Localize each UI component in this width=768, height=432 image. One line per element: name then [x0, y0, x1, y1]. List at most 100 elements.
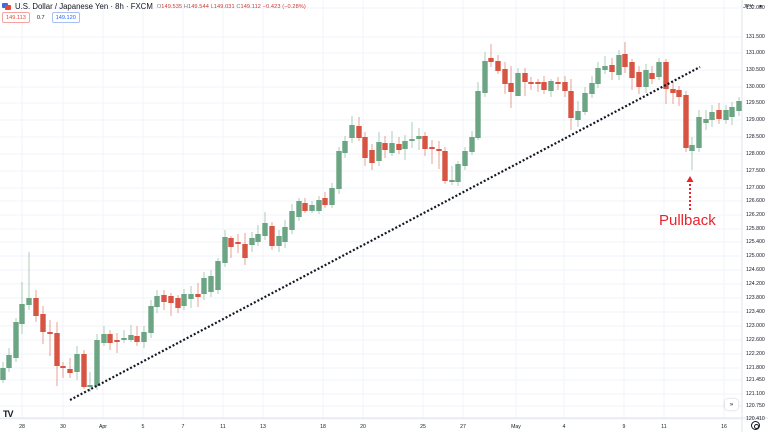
candle	[276, 230, 282, 252]
candle	[602, 56, 608, 74]
price-tick-label: 121.100	[746, 391, 765, 397]
candle	[349, 116, 355, 143]
tradingview-logo-icon[interactable]: TV	[3, 409, 13, 419]
currency-selector[interactable]: JPY ▾	[740, 2, 765, 11]
candle	[562, 76, 568, 97]
price-tick-label: 125.400	[746, 239, 765, 245]
candle	[656, 58, 662, 80]
candle	[396, 137, 402, 154]
candle	[222, 230, 228, 267]
candle	[269, 222, 275, 250]
price-tick-label: 127.500	[746, 168, 765, 174]
price-change: −0.423 (−0.28%)	[262, 3, 306, 10]
candle	[296, 198, 302, 221]
time-tick-label: 13	[260, 424, 266, 430]
candle	[389, 131, 395, 156]
candle	[161, 290, 167, 310]
candle	[322, 192, 328, 208]
price-tick-label: 121.450	[746, 377, 765, 383]
candle	[128, 325, 134, 342]
candle	[429, 140, 435, 164]
candle	[329, 183, 335, 208]
candle	[575, 101, 581, 127]
candle	[249, 232, 255, 252]
currency-flag-icon	[2, 3, 11, 10]
candle	[589, 76, 595, 98]
candle	[87, 372, 93, 392]
axis-settings-gear-icon[interactable]	[751, 421, 760, 430]
price-tick-label: 122.600	[746, 337, 765, 343]
candle	[488, 44, 494, 67]
candle	[663, 59, 669, 104]
candle	[356, 117, 362, 141]
price-tick-label: 126.200	[746, 212, 765, 218]
candle	[376, 132, 382, 166]
candle	[316, 196, 322, 214]
candle	[541, 76, 547, 94]
candle	[188, 286, 194, 308]
candle	[469, 131, 475, 155]
chart-header: U.S. Dollar / Japanese Yen · 8h · FXCM O…	[2, 1, 306, 12]
candle	[242, 233, 248, 265]
candle	[19, 282, 25, 334]
candle	[74, 346, 80, 380]
candle	[616, 50, 622, 80]
candle	[369, 144, 375, 170]
candle	[548, 79, 554, 97]
candle	[670, 82, 676, 104]
time-tick-label: May	[511, 424, 521, 430]
time-tick-label: 18	[320, 424, 326, 430]
buy-button[interactable]: 149.120	[51, 12, 80, 23]
candle	[208, 270, 214, 297]
candle	[201, 272, 207, 300]
spread-value: 0.7	[33, 13, 48, 22]
symbol-title[interactable]: U.S. Dollar / Japanese Yen · 8h · FXCM	[15, 2, 153, 11]
price-tick-label: 129.000	[746, 117, 765, 123]
sell-button[interactable]: 149.113	[2, 12, 30, 23]
price-tick-label: 128.000	[746, 151, 765, 157]
candle	[121, 330, 127, 343]
candle	[54, 322, 60, 386]
candle	[416, 128, 422, 150]
candle	[723, 105, 729, 124]
time-tick-label: 9	[622, 424, 626, 430]
currency-label: JPY	[743, 3, 754, 10]
candle	[255, 225, 261, 246]
price-tick-label: 122.200	[746, 351, 765, 357]
scroll-to-realtime-button[interactable]: »	[725, 399, 738, 410]
candle	[0, 362, 6, 383]
time-tick-label: 27	[460, 424, 466, 430]
candle	[195, 283, 201, 307]
time-tick-label: Apr	[98, 424, 108, 430]
candle	[402, 135, 408, 160]
candle	[6, 348, 12, 372]
candle	[114, 333, 120, 353]
candle	[13, 318, 19, 362]
quote-panel: 149.113 0.7 149.120	[2, 12, 80, 23]
candle	[134, 326, 140, 346]
price-tick-label: 125.000	[746, 253, 765, 259]
candle	[40, 306, 46, 344]
candle	[703, 110, 709, 130]
candle	[643, 64, 649, 93]
candle	[696, 110, 702, 152]
time-tick-label: 20	[360, 424, 366, 430]
candle	[81, 350, 87, 389]
time-tick-label: 28	[19, 424, 25, 430]
price-tick-label: 123.800	[746, 295, 765, 301]
price-tick-label: 131.500	[746, 34, 765, 40]
chevron-down-icon: ▾	[759, 3, 762, 10]
price-tick-label: 127.000	[746, 185, 765, 191]
time-tick-label: 25	[420, 424, 426, 430]
price-tick-label: 126.600	[746, 198, 765, 204]
candle	[629, 59, 635, 90]
candle	[515, 68, 521, 96]
candle	[462, 147, 468, 170]
time-tick-label: 5	[141, 424, 145, 430]
candle	[442, 147, 448, 184]
candle	[215, 258, 221, 294]
candle	[33, 290, 39, 322]
candle	[168, 293, 174, 316]
dotted-trendline[interactable]	[69, 66, 701, 401]
